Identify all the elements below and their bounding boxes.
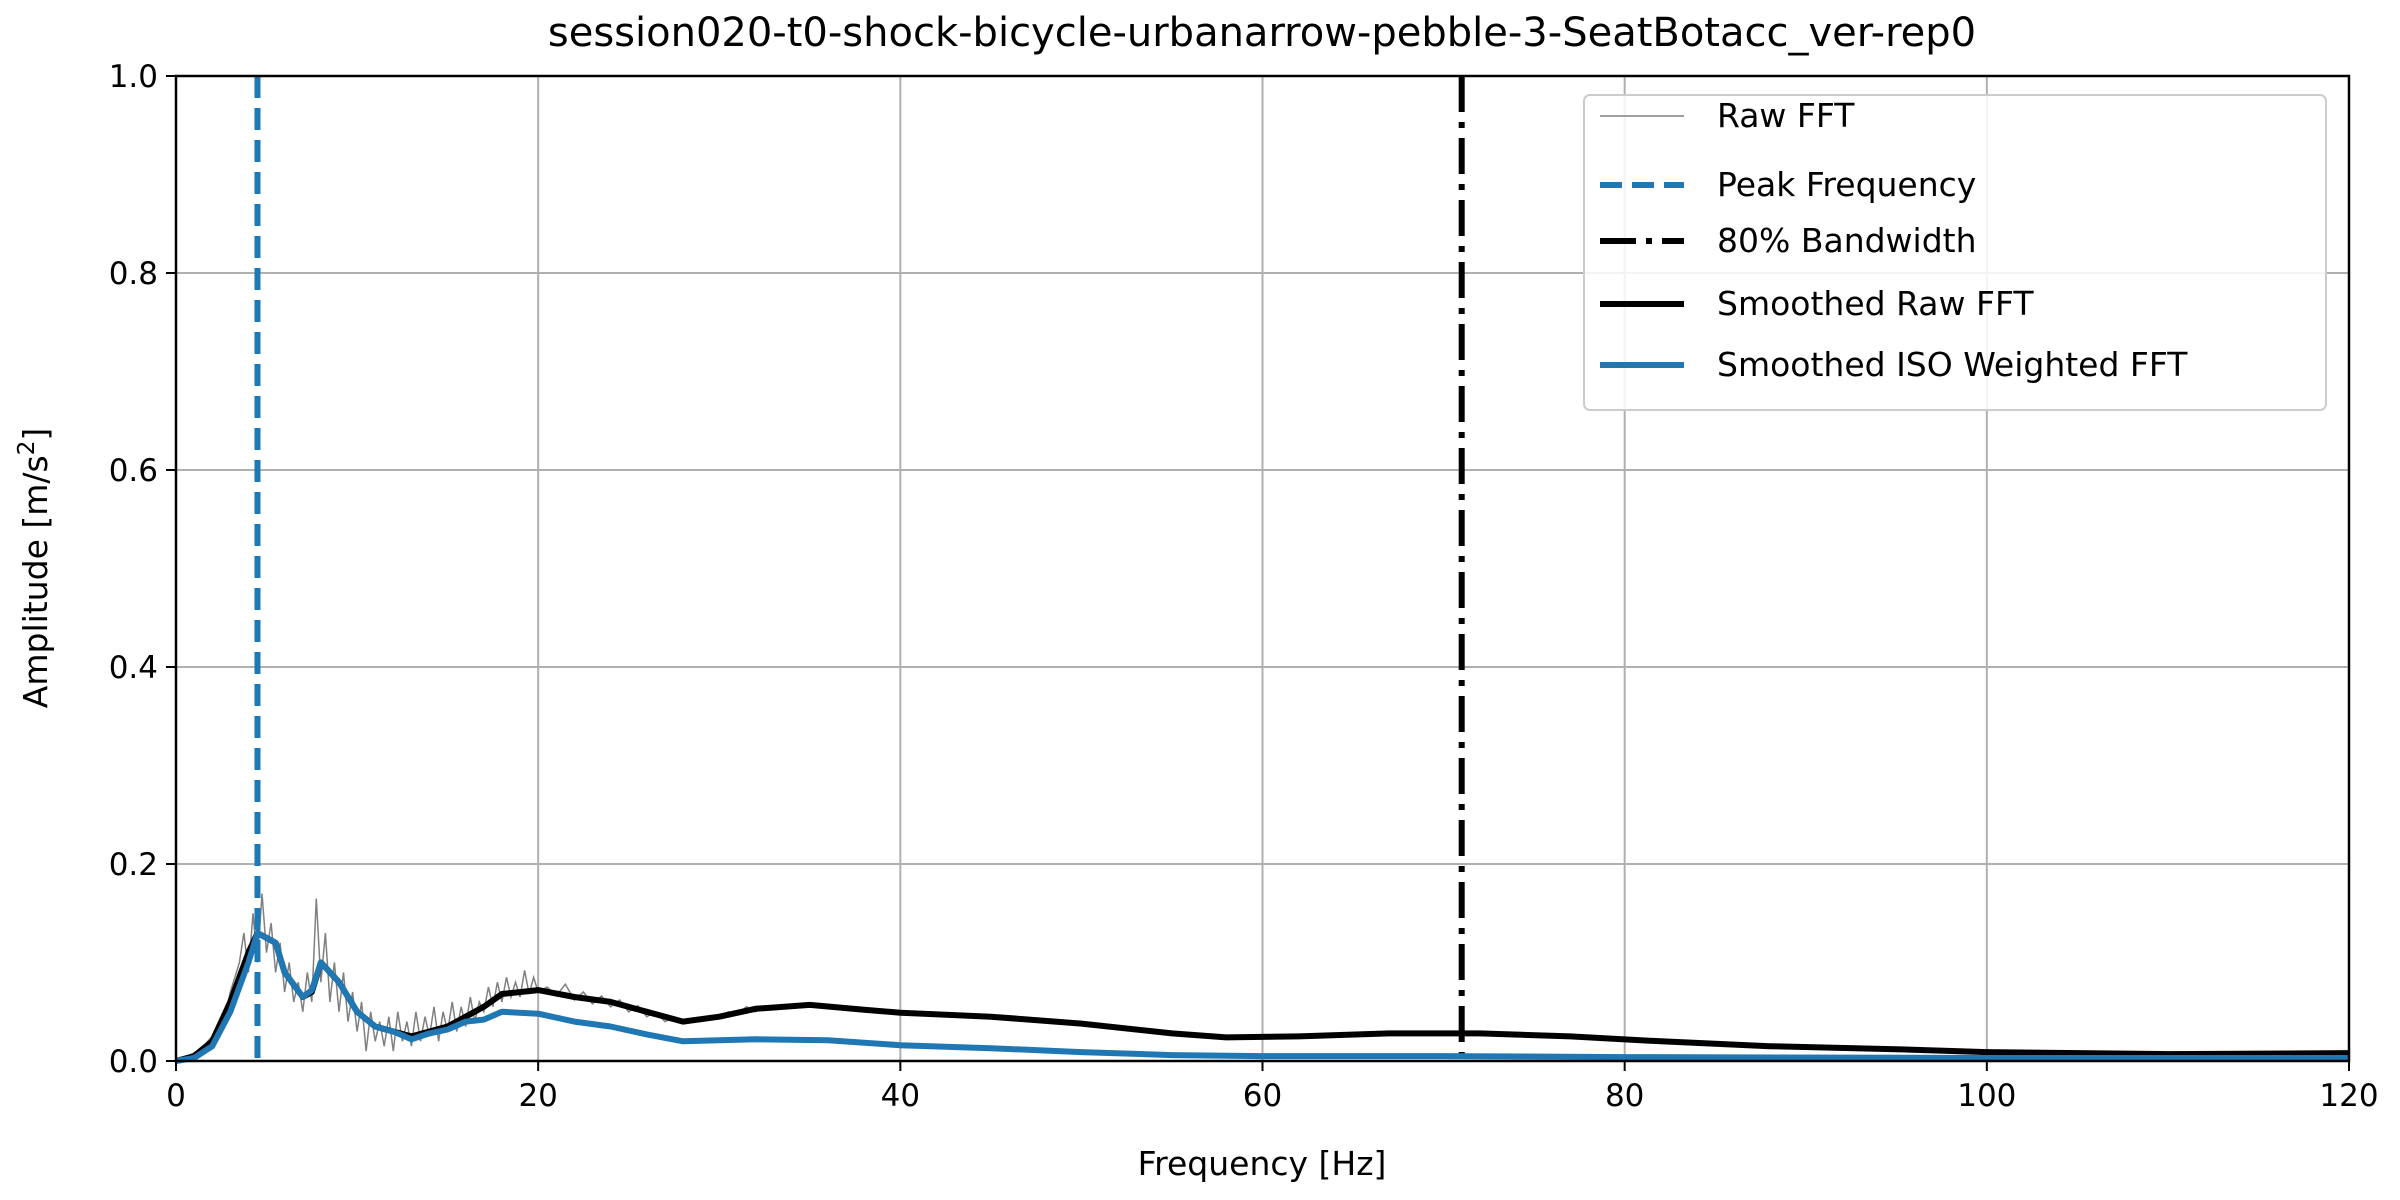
x-axis-label: Frequency [Hz]: [1138, 1144, 1387, 1183]
legend-label: Raw FFT: [1717, 96, 1855, 135]
y-tick-label: 0.6: [109, 453, 158, 489]
legend-label: Smoothed Raw FFT: [1717, 284, 2034, 323]
ticks: 0 20 40 60 80 100 120 0.0 0.2 0.4 0.6 0.8 1.0: [109, 59, 2379, 1114]
y-axis-label: Amplitude [m/s2]: [14, 428, 55, 708]
legend: Raw FFT Peak Frequency 80% Bandwidth Smooth…: [1583, 94, 2327, 411]
y-tick-label: 0.8: [109, 256, 158, 292]
x-tick-label: 100: [1957, 1078, 2016, 1114]
plot-area: [175, 76, 2350, 1064]
y-tick-label: 0.2: [109, 847, 158, 883]
legend-label: 80% Bandwidth: [1717, 221, 1977, 260]
legend-box: [1583, 94, 2327, 411]
x-tick-label: 80: [1605, 1078, 1644, 1114]
smoothed-iso-fft-line: [175, 930, 2349, 1064]
y-tick-label: 0.4: [109, 650, 158, 686]
x-tick-label: 40: [881, 1078, 920, 1114]
y-tick-label: 1.0: [109, 59, 158, 95]
legend-label: Smoothed ISO Weighted FFT: [1717, 345, 2188, 384]
legend-label: Peak Frequency: [1717, 165, 1976, 204]
chart-title: session020-t0-shock-bicycle-urbanarrow-p…: [548, 10, 1976, 56]
y-tick-label: 0.0: [109, 1044, 158, 1080]
x-tick-label: 60: [1243, 1078, 1282, 1114]
x-tick-label: 20: [518, 1078, 557, 1114]
x-tick-label: 120: [2319, 1078, 2378, 1114]
x-tick-label: 0: [166, 1078, 186, 1114]
